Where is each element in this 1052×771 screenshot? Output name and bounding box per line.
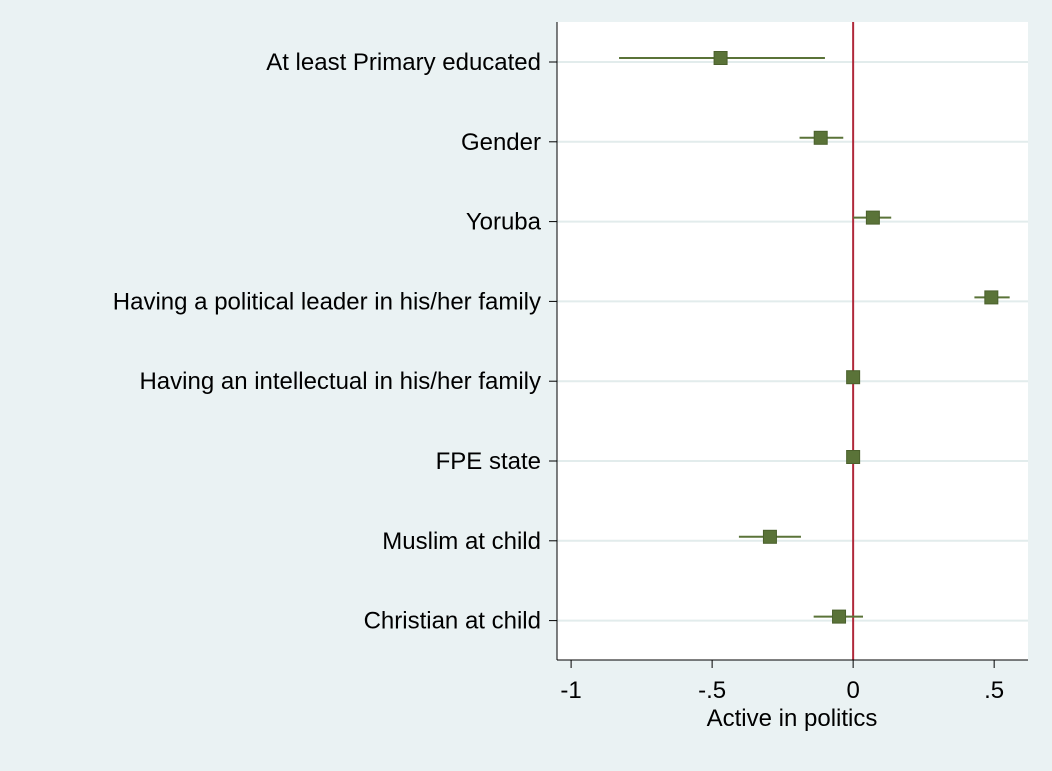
point-estimate-marker — [832, 609, 847, 624]
x-tick-label: -1 — [560, 677, 581, 704]
point-estimate-marker — [865, 210, 880, 225]
y-tick-label: Having a political leader in his/her fam… — [113, 288, 541, 315]
grid-lines — [557, 61, 1028, 622]
x-tick-label: 0 — [846, 677, 859, 704]
point-estimate-marker — [813, 130, 828, 145]
y-tick-label: Gender — [461, 129, 541, 156]
axes — [556, 22, 1028, 661]
point-estimate-marker — [762, 529, 777, 544]
y-tick-label: Muslim at child — [382, 528, 541, 555]
y-tick-label: Yoruba — [466, 209, 542, 236]
x-axis-title: Active in politics — [707, 705, 878, 732]
y-tick-label: Having an intellectual in his/her family — [139, 368, 541, 395]
y-tick-label: Christian at child — [364, 608, 541, 635]
point-estimate-marker — [846, 370, 861, 385]
coefficient-marks — [619, 51, 1010, 624]
x-tick-label: .5 — [984, 677, 1004, 704]
plot-background — [557, 22, 1028, 660]
y-tick-label: FPE state — [436, 448, 541, 475]
point-estimate-marker — [984, 290, 999, 305]
x-tick-label: -.5 — [698, 677, 726, 704]
y-ticks: At least Primary educated Gender Yoruba Hav… — [113, 49, 557, 635]
x-ticks: -1 -.5 0 .5 — [560, 660, 1004, 704]
y-tick-label: At least Primary educated — [266, 49, 541, 76]
point-estimate-marker — [713, 51, 728, 65]
point-estimate-marker — [846, 450, 861, 464]
